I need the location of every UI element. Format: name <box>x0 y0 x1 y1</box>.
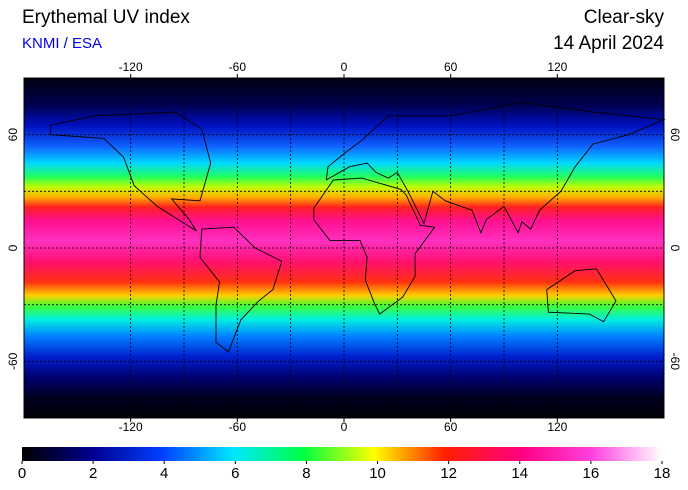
lat-label-left: 0 <box>6 244 20 251</box>
title: Erythemal UV index <box>22 7 190 28</box>
coastline <box>546 268 617 323</box>
colorbar-label: 16 <box>583 465 600 482</box>
colorbar-label: 2 <box>89 465 97 482</box>
lon-label-top: 60 <box>444 60 458 74</box>
lon-label-bottom: 120 <box>547 420 567 434</box>
lon-label-top: 120 <box>547 60 567 74</box>
lon-label-top: -60 <box>229 60 247 74</box>
colorbar-label: 0 <box>18 465 26 482</box>
lat-label-left: 60 <box>6 128 20 142</box>
lon-label-bottom: -120 <box>119 420 143 434</box>
colorbar-label: 18 <box>654 465 671 482</box>
date: 14 April 2024 <box>553 33 664 54</box>
lat-label-left: -60 <box>6 352 20 370</box>
lon-label-bottom: 0 <box>341 420 348 434</box>
lat-label-right: 0 <box>668 245 682 252</box>
coastline <box>199 226 283 353</box>
source: KNMI / ESA <box>22 35 102 52</box>
lat-label-right: -60 <box>668 353 682 371</box>
coastline <box>313 177 436 315</box>
lon-label-top: -120 <box>119 60 143 74</box>
lon-label-bottom: -60 <box>229 420 247 434</box>
colorbar-label: 10 <box>369 465 386 482</box>
lat-label-right: 60 <box>668 128 682 142</box>
lon-label-bottom: 60 <box>444 420 458 434</box>
colorbar-label: 14 <box>511 465 528 482</box>
colorbar <box>22 447 662 461</box>
condition: Clear-sky <box>584 7 665 28</box>
colorbar-label: 6 <box>231 465 239 482</box>
colorbar-label: 8 <box>302 465 310 482</box>
colorbar-label: 12 <box>440 465 457 482</box>
coastline <box>50 111 212 232</box>
lon-label-top: 0 <box>341 60 348 74</box>
colorbar-label: 4 <box>160 465 168 482</box>
